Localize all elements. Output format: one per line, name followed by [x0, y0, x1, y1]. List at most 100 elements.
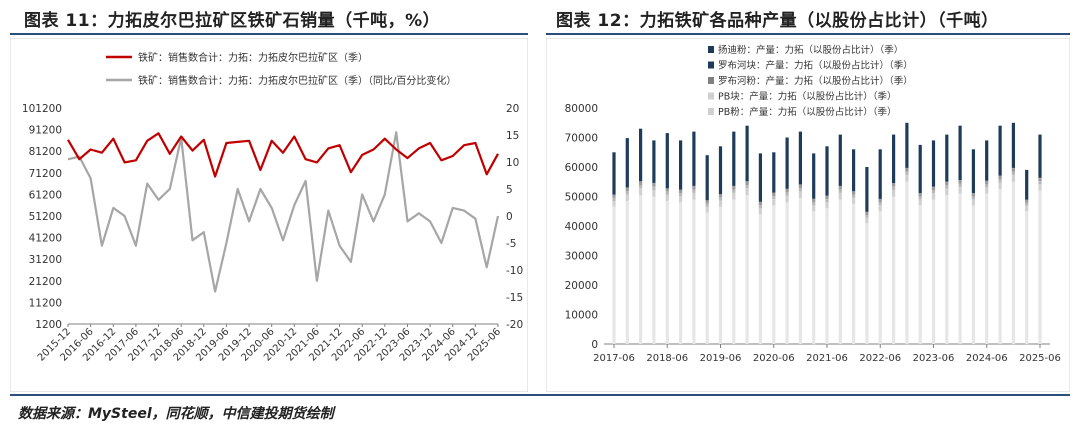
x-tick-label: 2025-06: [1019, 353, 1061, 364]
bar-segment: [918, 205, 922, 344]
bar-segment: [971, 196, 975, 200]
bar-segment: [958, 183, 962, 187]
bar-segment: [785, 202, 789, 344]
bar-segment: [785, 192, 789, 196]
bar-segment: [625, 138, 629, 188]
bar-segment: [931, 140, 936, 187]
y-left-tick-label: 91200: [29, 125, 62, 137]
bar-segment: [918, 196, 922, 200]
bar-segment: [931, 199, 936, 344]
legend-label-yoy: 铁矿：销售数合计：力拓：力拓皮尔巴拉矿区（季）（同比/百分比变化）: [138, 74, 456, 87]
bar-segment: [945, 181, 949, 186]
bar-segment: [998, 189, 1002, 344]
y-tick-label: 10000: [565, 310, 598, 322]
bar-segment: [892, 186, 896, 190]
bar-segment: [812, 211, 816, 345]
bar-segment: [625, 187, 629, 192]
x-tick-label: 2022-06: [859, 353, 901, 364]
bar-segment: [998, 125, 1002, 176]
bar-segment: [971, 199, 975, 206]
legend-label: 扬迪粉：产量：力拓（以股份占比计）（季）: [718, 44, 903, 56]
x-tick-label: 2024-06: [966, 353, 1008, 364]
bar-segment: [812, 198, 816, 203]
bar-segment: [705, 203, 709, 207]
chart-11-sales-line: 1200 11200 21200 31200 41200 51200 61200 71200 8…: [10, 38, 528, 392]
bar-segment: [1025, 205, 1029, 212]
bar-segment: [612, 194, 616, 198]
bar-segment: [665, 200, 669, 344]
series-yoy-line: [67, 131, 500, 293]
bar-segment: [812, 202, 816, 206]
bar-segment: [945, 188, 949, 195]
chart-12-frame: [546, 38, 1070, 392]
bar-segment: [825, 195, 829, 200]
bar-segment: [665, 191, 669, 195]
bar-segment: [718, 194, 723, 198]
bar-segment: [892, 134, 896, 183]
bar-segment: [1025, 169, 1029, 200]
bar-segment: [1011, 167, 1015, 172]
y-right-tick-label: 0: [506, 211, 513, 223]
bar-segment: [758, 214, 762, 344]
bar-segment: [971, 205, 975, 344]
bar-segment: [745, 195, 749, 344]
bar-segment: [892, 190, 896, 197]
legend-label: 罗布河粉：产量：力拓（以股份占比计）（季）: [718, 75, 913, 87]
bar-segment: [1038, 184, 1042, 191]
bar-segment: [798, 188, 802, 192]
bar-segment: [985, 193, 989, 344]
bar-segment: [772, 152, 776, 193]
bar-segment: [865, 217, 869, 223]
bar-segment: [918, 199, 922, 206]
legend-swatch: [708, 61, 714, 69]
title-underline-left: [10, 33, 528, 35]
bar-segment: [758, 205, 762, 209]
bar-segment: [679, 189, 683, 194]
chart-12-production-bars: 0 10000 20000 30000 40000 50000 60000 70000 8000…: [546, 38, 1070, 392]
bar-segment: [705, 155, 709, 201]
bar-segment: [625, 194, 629, 201]
bar-segment: [931, 193, 936, 200]
bar-segment: [918, 144, 922, 193]
bar-segment: [958, 180, 962, 184]
bar-segment: [1038, 134, 1042, 178]
bar-segment: [639, 181, 643, 185]
bar-segment: [772, 199, 776, 206]
bar-segment: [1011, 181, 1015, 345]
bar-segment: [852, 203, 856, 344]
bar-segment: [812, 153, 816, 199]
bar-segment: [665, 188, 669, 192]
bar-segment: [612, 152, 616, 195]
bar-segment: [679, 193, 683, 197]
bar-segment: [758, 201, 762, 206]
bar-segment: [878, 211, 882, 345]
chart-12-title: 图表 12：力拓铁矿各品种产量（以股份占比计）（千吨）: [556, 11, 999, 31]
bar-segment: [905, 171, 909, 175]
bar-segment: [1011, 171, 1015, 175]
bar-segment: [612, 206, 616, 344]
bar-segment: [758, 208, 762, 215]
bar-segment: [852, 194, 856, 198]
bar-segment: [612, 198, 616, 201]
bar-segment: [918, 193, 922, 197]
bar-segment: [732, 131, 736, 186]
bar-segment: [958, 187, 962, 194]
bar-segment: [798, 191, 802, 198]
y-left-tick-label: 61200: [29, 189, 62, 201]
bar-segment: [998, 175, 1002, 180]
bar-segment: [865, 211, 869, 215]
y-left-tick-label: 71200: [29, 168, 62, 180]
bar-segment: [865, 223, 869, 344]
y-tick-label: 20000: [565, 280, 598, 292]
y-left-tick-label: 41200: [29, 233, 62, 245]
bar-segment: [718, 197, 723, 201]
chart-11-title: 图表 11：力拓皮尔巴拉矿区铁矿石销量（千吨，%）: [24, 11, 441, 31]
bar-segment: [958, 193, 962, 344]
bar-segment: [652, 190, 656, 197]
bar-segment: [745, 125, 749, 182]
y-tick-label: 0: [591, 339, 598, 351]
bar-segment: [985, 187, 989, 194]
bar-segment: [985, 140, 989, 181]
bar-segment: [945, 195, 949, 344]
y-right-tick-label: -15: [506, 292, 523, 304]
